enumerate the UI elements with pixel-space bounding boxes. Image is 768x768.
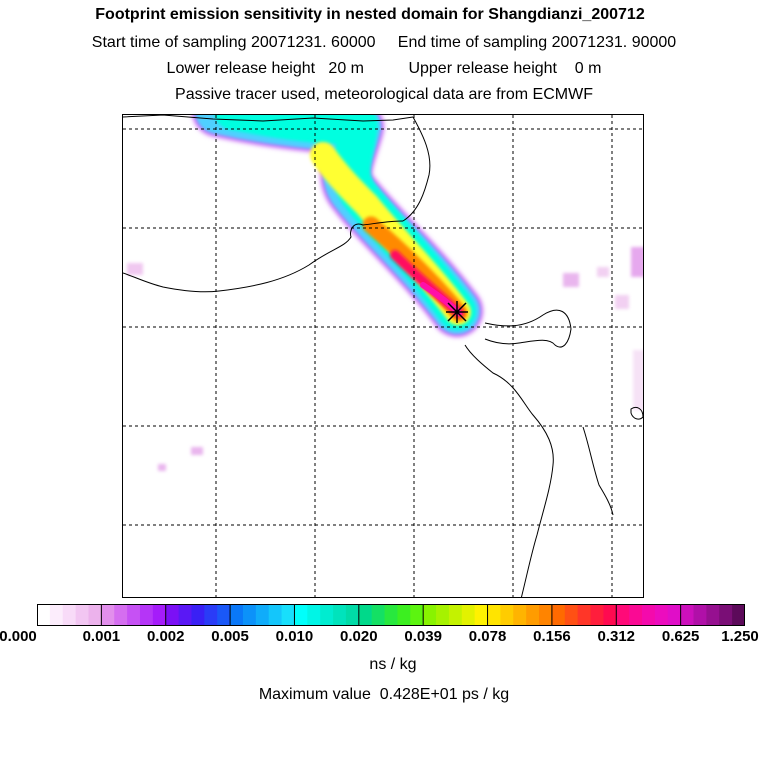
colorbar-tick-label: 0.625 xyxy=(661,628,700,645)
colorbar-swatch xyxy=(49,604,64,626)
colorbar-tick-label: 0.039 xyxy=(404,628,442,645)
colorbar-swatch xyxy=(358,604,373,626)
colorbar-unit-label: ns / kg xyxy=(369,656,417,673)
colorbar-swatch xyxy=(539,604,553,626)
colorbar-swatch xyxy=(564,604,579,626)
coast-east xyxy=(582,426,614,516)
colorbar-swatch xyxy=(333,604,347,626)
colorbar-border xyxy=(37,604,745,626)
border-north xyxy=(123,115,414,122)
release-height-line: Lower release height 20 m Upper release … xyxy=(166,60,602,77)
colorbar-swatch xyxy=(474,604,489,626)
coastlines xyxy=(123,115,643,597)
patch xyxy=(633,350,643,410)
receptor-marker xyxy=(446,301,468,323)
colorbar-swatch xyxy=(101,604,115,626)
colorbar-swatch xyxy=(629,604,643,626)
tracer-info-line: Passive tracer used, meteorological data… xyxy=(175,86,593,103)
colorbar-tick-label: 0.010 xyxy=(275,628,314,645)
colorbar-tick-label: 0.002 xyxy=(146,628,185,645)
sampling-time-line: Start time of sampling 20071231. 60000 E… xyxy=(91,34,677,51)
patch xyxy=(597,267,609,277)
colorbar-swatch xyxy=(551,604,566,626)
colorbar-swatch xyxy=(75,604,89,626)
island xyxy=(630,406,643,420)
colorbar-tick-label: 0.156 xyxy=(533,628,571,645)
patch xyxy=(631,247,643,277)
colorbar-swatch xyxy=(706,604,720,626)
colorbar-swatch xyxy=(88,604,102,626)
colorbar-swatch xyxy=(436,604,450,626)
colorbar-tick-label: 0.005 xyxy=(211,628,249,645)
colorbar-swatch xyxy=(603,604,617,626)
colorbar-swatch xyxy=(307,604,321,626)
colorbar-swatch xyxy=(654,604,669,626)
colorbar-tick-label: 0.078 xyxy=(468,628,507,645)
colorbar-swatch xyxy=(577,604,592,626)
patch xyxy=(158,464,166,471)
colorbar-swatch xyxy=(461,604,476,626)
colorbar-swatch xyxy=(410,604,424,626)
colorbar-swatch xyxy=(590,604,604,626)
patch xyxy=(563,273,579,287)
colorbar-swatch xyxy=(127,604,141,626)
colorbar-tick-label: 0.020 xyxy=(340,628,378,645)
patch xyxy=(191,447,203,455)
colorbar-swatch xyxy=(281,604,295,626)
coast-south xyxy=(464,344,554,597)
colorbar-swatch xyxy=(423,604,437,626)
colorbar-tick-label: 0.001 xyxy=(82,628,121,645)
colorbar-swatch xyxy=(204,604,218,626)
coast-bohai xyxy=(123,220,404,293)
colorbar-swatch xyxy=(487,604,501,626)
colorbar-swatch xyxy=(165,604,180,626)
border-ne xyxy=(402,116,431,222)
footprint-map xyxy=(122,114,644,598)
colorbar-swatch xyxy=(178,604,192,626)
patch xyxy=(615,295,629,309)
colorbar-swatch xyxy=(242,604,257,626)
maximum-value-text: Maximum value 0.428E+01 ps / kg xyxy=(258,686,510,703)
colorbar-swatch xyxy=(152,604,167,626)
colorbar-swatch xyxy=(345,604,360,626)
colorbar-swatch xyxy=(526,604,540,626)
colorbar-swatch xyxy=(448,604,463,626)
colorbar xyxy=(37,604,745,626)
colorbar-swatch xyxy=(62,604,77,626)
patch xyxy=(127,263,143,275)
colorbar-swatch xyxy=(217,604,231,626)
colorbar-swatch xyxy=(268,604,283,626)
colorbar-swatch xyxy=(616,604,630,626)
colorbar-swatch xyxy=(191,604,205,626)
colorbar-swatch xyxy=(667,604,682,626)
colorbar-swatch xyxy=(255,604,270,626)
colorbar-swatch xyxy=(693,604,707,626)
footprint-plume xyxy=(192,115,483,337)
map-canvas xyxy=(123,115,643,597)
colorbar-swatch xyxy=(642,604,656,626)
graticule xyxy=(123,115,643,597)
scattered-patches xyxy=(127,247,643,471)
colorbar-swatch xyxy=(139,604,154,626)
colorbar-swatch xyxy=(320,604,334,626)
colorbar-swatch xyxy=(719,604,733,626)
colorbar-swatch xyxy=(371,604,386,626)
colorbar-swatch xyxy=(732,604,745,626)
colorbar-swatch xyxy=(397,604,411,626)
plot-title: Footprint emission sensitivity in nested… xyxy=(95,6,645,23)
colorbar-swatch xyxy=(680,604,695,626)
colorbar-swatch xyxy=(37,604,51,626)
colorbar-tick-label: 0.000 xyxy=(0,628,37,645)
coast-peninsula xyxy=(484,309,572,348)
colorbar-tick-label: 1.250 xyxy=(721,628,759,645)
colorbar-swatch xyxy=(114,604,128,626)
colorbar-tick-label: 0.312 xyxy=(597,628,636,645)
colorbar-swatch xyxy=(384,604,398,626)
colorbar-swatch xyxy=(294,604,308,626)
colorbar-swatch xyxy=(230,604,244,626)
colorbar-swatch xyxy=(500,604,514,626)
colorbar-swatch xyxy=(513,604,527,626)
